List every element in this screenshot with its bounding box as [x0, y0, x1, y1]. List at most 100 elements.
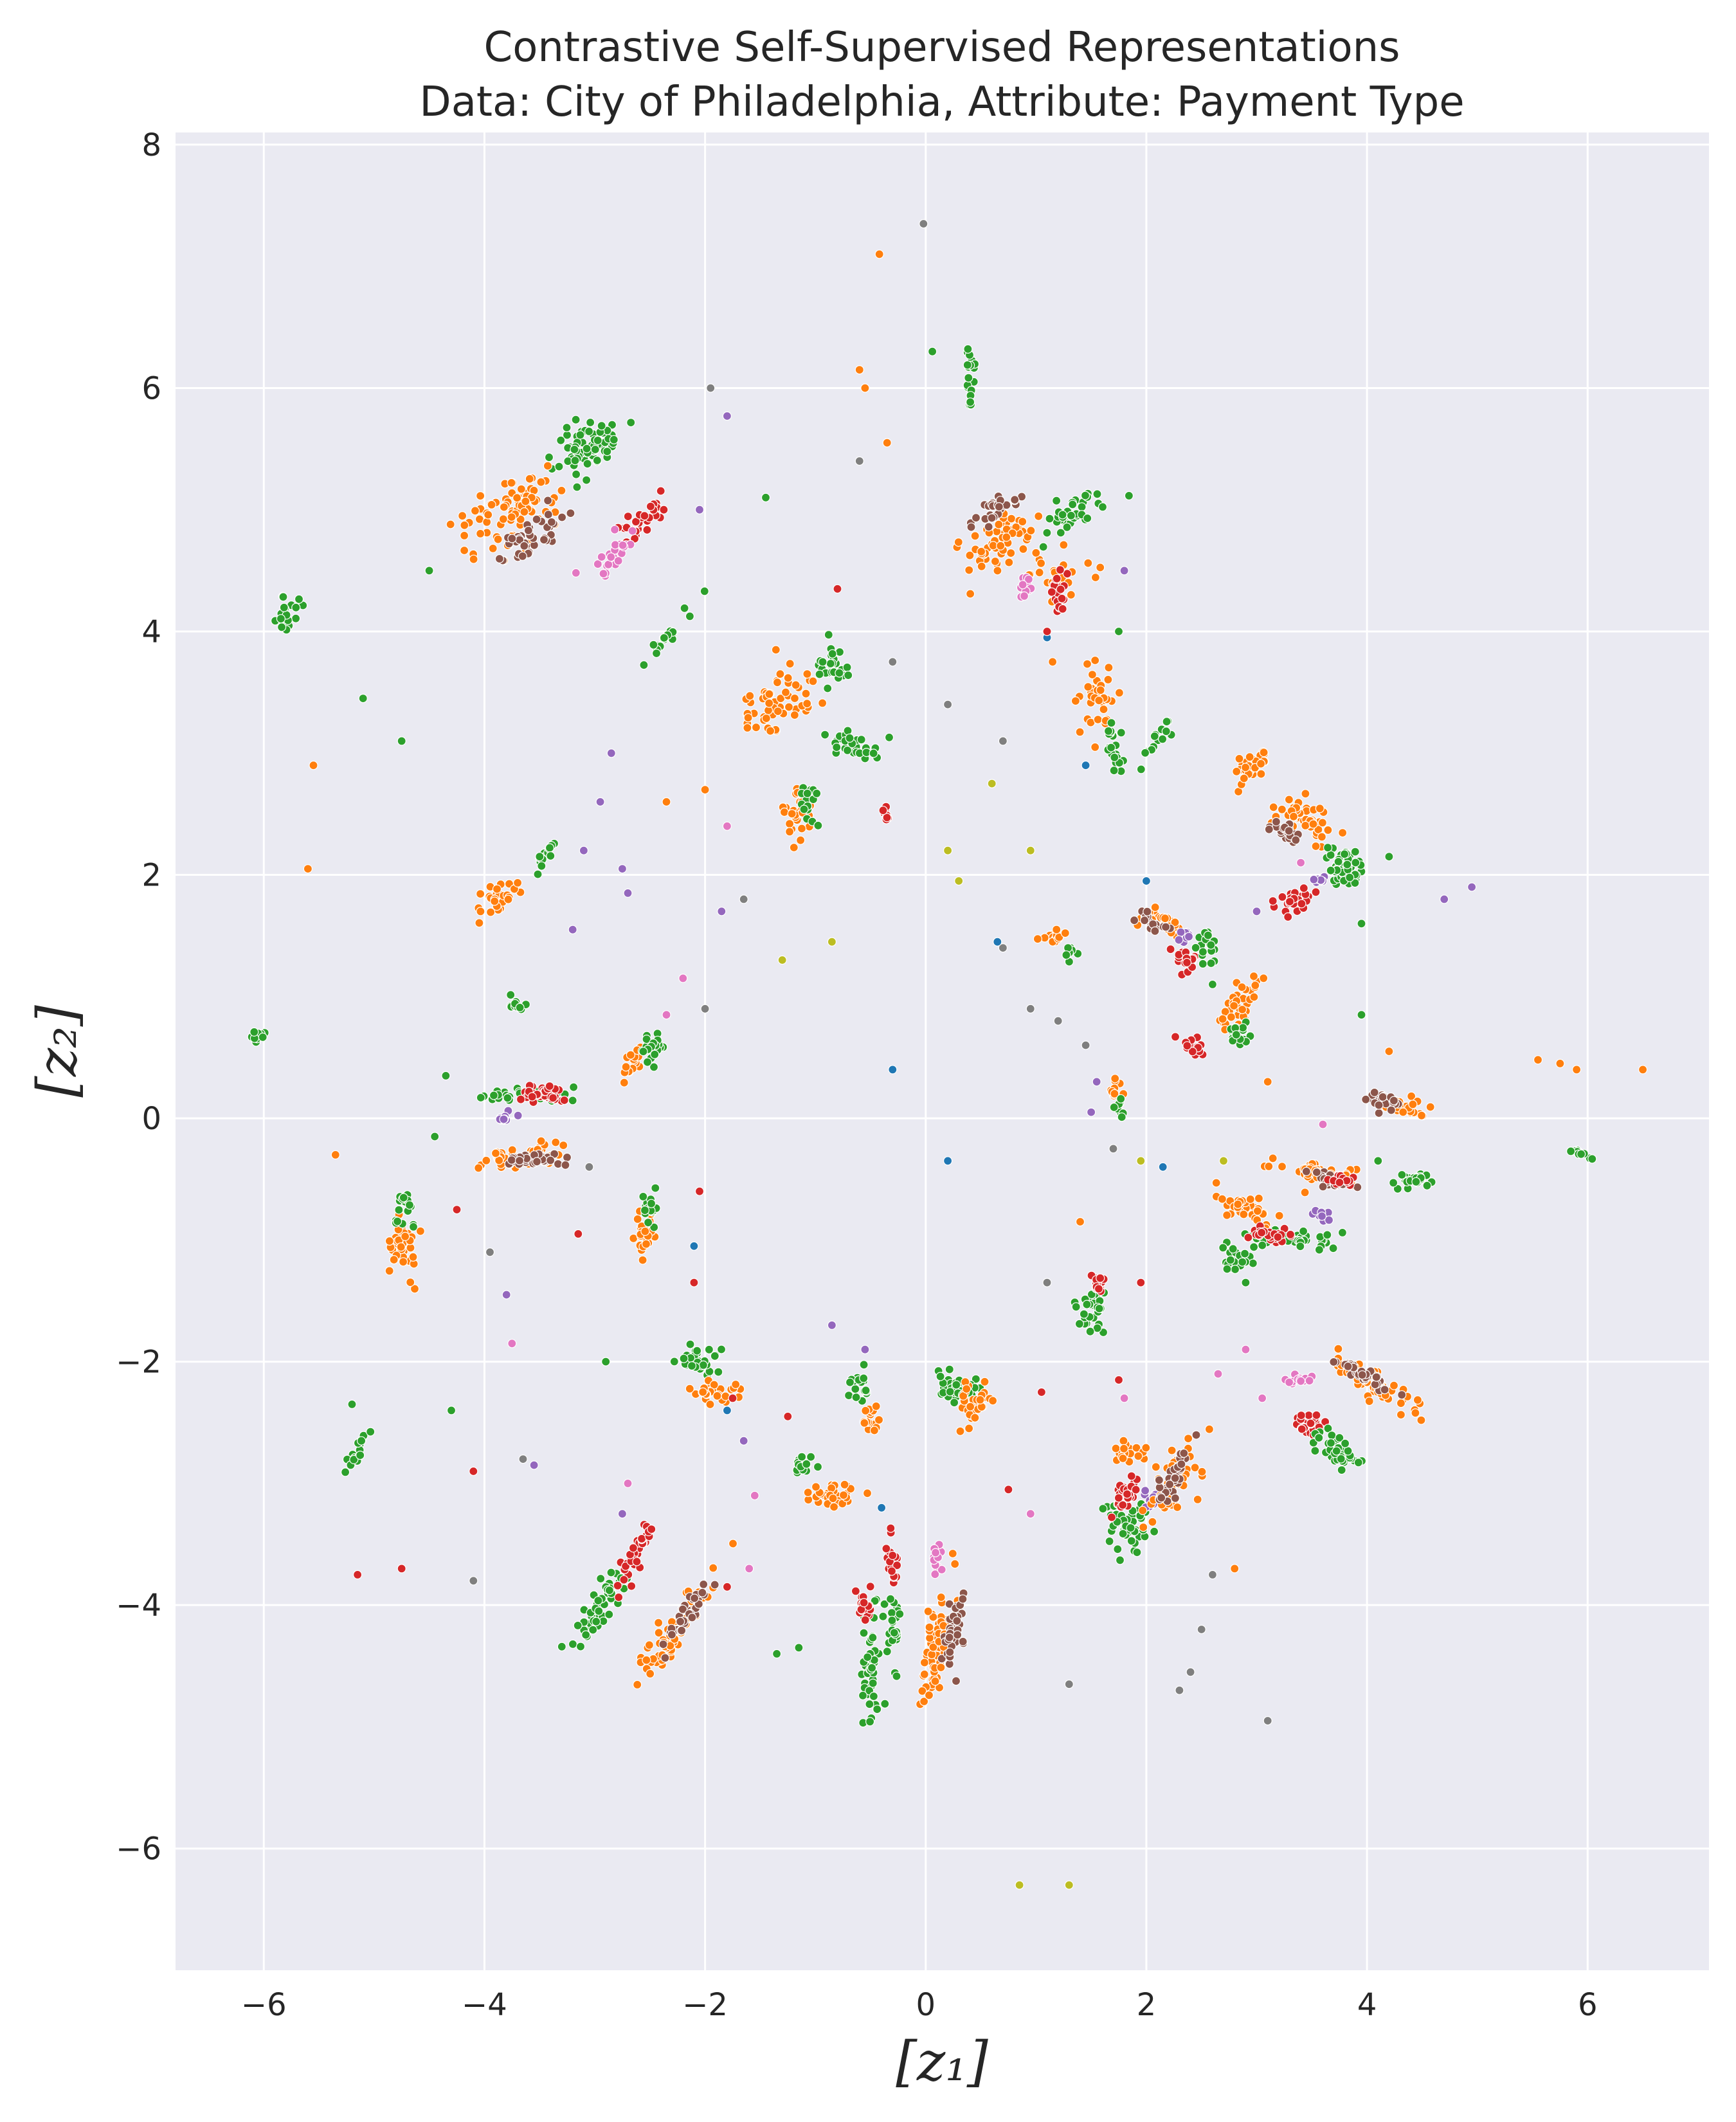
- scatter-point: [1301, 789, 1310, 799]
- scatter-point: [1240, 1249, 1250, 1258]
- scatter-point: [1057, 594, 1067, 603]
- scatter-point: [619, 1575, 629, 1584]
- x-tick-label: −2: [682, 1987, 728, 2023]
- scatter-point: [415, 1226, 426, 1236]
- scatter-point: [1080, 491, 1090, 500]
- scatter-point: [964, 1424, 974, 1433]
- scatter-point: [1052, 574, 1062, 583]
- scatter-point: [1245, 752, 1254, 762]
- scatter-point: [750, 1491, 759, 1500]
- scatter-point: [775, 669, 785, 679]
- scatter-point: [817, 698, 827, 708]
- x-axis-label: [z₁]: [896, 2030, 988, 2093]
- scatter-point: [712, 1391, 722, 1401]
- scatter-point: [996, 541, 1006, 550]
- scatter-point: [952, 1380, 961, 1390]
- scatter-point: [1256, 769, 1266, 779]
- scatter-point: [1263, 1716, 1272, 1726]
- scatter-point: [1309, 875, 1319, 884]
- scatter-point: [1296, 1376, 1306, 1386]
- scatter-point: [685, 612, 695, 621]
- scatter-point: [474, 1163, 484, 1173]
- scatter-point: [874, 1415, 884, 1425]
- scatter-point: [1315, 804, 1325, 813]
- scatter-point: [1083, 682, 1093, 692]
- scatter-point: [1237, 1004, 1247, 1015]
- scatter-point: [628, 526, 637, 536]
- scatter-point: [1345, 873, 1355, 882]
- scatter-point: [874, 249, 884, 259]
- scatter-point: [1277, 804, 1287, 814]
- scatter-point: [1062, 569, 1072, 579]
- scatter-point: [1062, 522, 1072, 532]
- scatter-point: [1323, 825, 1333, 835]
- scatter-point: [867, 1663, 877, 1673]
- scatter-point: [1107, 1512, 1117, 1522]
- scatter-point: [623, 511, 633, 521]
- scatter-point: [397, 736, 406, 746]
- scatter-point: [709, 1563, 718, 1573]
- scatter-point: [895, 1609, 905, 1619]
- scatter-point: [965, 589, 975, 599]
- scatter-point: [1248, 1258, 1258, 1268]
- scatter-point: [1396, 1399, 1406, 1408]
- scatter-point: [1157, 1493, 1166, 1503]
- scatter-point: [1055, 565, 1065, 575]
- scatter-point: [1098, 502, 1108, 512]
- scatter-point: [1296, 1242, 1305, 1251]
- scatter-point: [728, 1539, 738, 1548]
- x-tick-label: −6: [241, 1987, 287, 2023]
- scatter-point: [1206, 958, 1216, 968]
- scatter-point: [1136, 1278, 1146, 1287]
- scatter-point: [1114, 688, 1125, 698]
- scatter-point: [945, 1387, 955, 1397]
- scatter-point: [633, 1680, 642, 1689]
- scatter-point: [1105, 1536, 1114, 1546]
- scatter-point: [964, 373, 973, 383]
- scatter-point: [1374, 1108, 1384, 1118]
- scatter-point: [824, 630, 833, 640]
- scatter-point: [1026, 526, 1036, 536]
- scatter-point: [827, 1320, 837, 1330]
- scatter-point: [789, 842, 799, 853]
- scatter-point: [1555, 1058, 1565, 1069]
- scatter-point: [1317, 832, 1326, 842]
- scatter-point: [1297, 1424, 1307, 1434]
- scatter-point: [649, 1062, 659, 1072]
- scatter-point: [919, 1669, 929, 1679]
- scatter-point: [845, 733, 854, 743]
- scatter-point: [1056, 528, 1065, 538]
- scatter-point: [570, 444, 579, 455]
- scatter-point: [507, 1155, 516, 1165]
- scatter-point: [1416, 1111, 1427, 1120]
- scatter-point: [294, 594, 304, 604]
- scatter-point: [641, 1239, 651, 1249]
- scatter-point: [998, 736, 1008, 746]
- scatter-point: [700, 784, 710, 795]
- scatter-point: [1249, 1242, 1259, 1252]
- scatter-point: [330, 1150, 340, 1160]
- scatter-point: [404, 1200, 415, 1210]
- scatter-point: [614, 1592, 624, 1602]
- scatter-point: [784, 827, 795, 837]
- scatter-point: [1175, 1685, 1184, 1695]
- scatter-point: [1357, 919, 1366, 929]
- scatter-point: [498, 514, 508, 524]
- scatter-point: [790, 710, 800, 720]
- scatter-point: [1197, 1467, 1207, 1476]
- scatter-point: [1389, 1381, 1399, 1390]
- scatter-point: [559, 1140, 568, 1150]
- scatter-point: [1110, 1089, 1119, 1099]
- scatter-point: [1416, 1415, 1426, 1425]
- scatter-point: [1179, 1448, 1189, 1458]
- scatter-point: [1068, 500, 1078, 509]
- scatter-point: [613, 1581, 622, 1590]
- scatter-point: [1371, 1372, 1381, 1382]
- scatter-point: [919, 219, 928, 229]
- scatter-point: [1638, 1065, 1648, 1075]
- scatter-point: [945, 1647, 955, 1657]
- scatter-point: [557, 512, 567, 522]
- scatter-point: [1161, 922, 1171, 932]
- scatter-point: [1243, 1233, 1253, 1242]
- scatter-point: [654, 1628, 664, 1638]
